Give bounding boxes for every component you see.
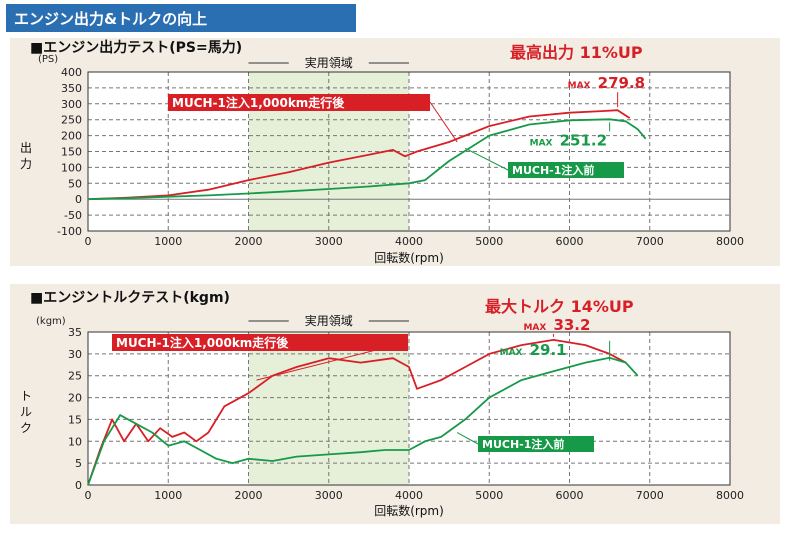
torque-max-value-1: 29.1	[530, 341, 567, 359]
power-xtick-label: 5000	[475, 235, 503, 248]
torque-before-label: MUCH-1注入前	[482, 437, 564, 451]
torque-xlabel: 回転数(rpm)	[374, 503, 444, 518]
power-headline: 最高出力 11%UP	[510, 43, 643, 62]
power-band-label-bg	[288, 53, 369, 69]
torque-xtick-label: 2000	[235, 489, 263, 502]
header-band	[6, 4, 356, 32]
power-y-unit: (PS)	[38, 54, 58, 65]
power-before-line	[87, 118, 647, 201]
power-ylabel-char: 出	[20, 141, 32, 155]
power-before-label-box	[508, 162, 624, 178]
power-max-value-1: 251.2	[560, 131, 607, 149]
power-ytick-label: 50	[68, 177, 82, 190]
torque-ytick-label: 10	[68, 435, 82, 448]
torque-before-leader	[456, 432, 479, 445]
power-ytick-label: 200	[61, 130, 82, 143]
torque-after-label-box	[112, 334, 408, 351]
power-ytick-label: 100	[61, 161, 82, 174]
torque-ytick-label: 0	[75, 479, 82, 492]
power-xtick-label: 6000	[556, 235, 584, 248]
torque-ytick-label: 15	[68, 413, 82, 426]
torque-before-label-box	[478, 436, 594, 452]
torque-ylabel-char: ト	[20, 389, 32, 403]
power-xtick-label: 8000	[716, 235, 744, 248]
torque-after-label: MUCH-1注入1,000km走行後	[116, 335, 289, 350]
torque-xtick-label: 6000	[556, 489, 584, 502]
torque-xtick-label: 3000	[315, 489, 343, 502]
torque-after-line	[87, 338, 627, 486]
power-ytick-label: 150	[61, 146, 82, 159]
power-xtick-label: 0	[85, 235, 92, 248]
power-after-label: MUCH-1注入1,000km走行後	[172, 95, 345, 110]
power-ytick-label: 0	[75, 193, 82, 206]
power-xtick-label: 2000	[235, 235, 263, 248]
torque-band-label: 実用領域	[305, 313, 353, 328]
power-xlabel: 回転数(rpm)	[374, 250, 444, 265]
torque-xtick-label: 5000	[475, 489, 503, 502]
torque-xtick-label: 4000	[395, 489, 423, 502]
torque-xtick-label: 1000	[154, 489, 182, 502]
torque-xtick-label: 8000	[716, 489, 744, 502]
power-after-label-box	[168, 94, 430, 111]
torque-max-prefix-0: MAX	[523, 323, 546, 333]
power-ytick-label: -100	[57, 225, 82, 238]
torque-ytick-label: 20	[68, 392, 82, 405]
torque-ytick-label: 5	[75, 457, 82, 470]
power-ytick-label: 250	[61, 114, 82, 127]
power-ytick-label: 350	[61, 82, 82, 95]
power-after-line	[87, 109, 631, 201]
power-after-leader	[429, 101, 458, 143]
power-xtick-label: 7000	[636, 235, 664, 248]
power-max-prefix-1: MAX	[530, 138, 553, 148]
power-ytick-label: 300	[61, 98, 82, 111]
torque-frame	[87, 331, 731, 486]
page-title: エンジン出力&トルクの向上	[14, 10, 208, 28]
power-before-label: MUCH-1注入前	[512, 163, 594, 177]
torque-before-line	[87, 356, 639, 486]
power-max-value-0: 279.8	[598, 74, 645, 92]
torque-ylabel-char: ル	[20, 405, 32, 419]
power-before-leader	[464, 147, 509, 171]
torque-xtick-label: 0	[85, 489, 92, 502]
power-max-prefix-0: MAX	[568, 81, 591, 91]
torque-max-prefix-1: MAX	[500, 348, 523, 358]
torque-xtick-label: 7000	[636, 489, 664, 502]
power-frame	[87, 71, 731, 232]
torque-headline: 最大トルク 14%UP	[485, 297, 634, 316]
torque-ytick-label: 25	[68, 370, 82, 383]
torque-chart-title: ■エンジントルクテスト(kgm)	[30, 290, 230, 306]
torque-max-value-0: 33.2	[553, 316, 590, 334]
torque-ytick-label: 35	[68, 326, 82, 339]
power-xtick-label: 1000	[154, 235, 182, 248]
power-band-label: 実用領域	[305, 55, 353, 70]
power-chart-title: ■エンジン出力テスト(PS=馬力)	[30, 39, 242, 56]
power-xtick-label: 4000	[395, 235, 423, 248]
power-ytick-label: -50	[64, 209, 82, 222]
torque-ylabel-char: ク	[20, 421, 32, 435]
torque-ytick-label: 30	[68, 348, 82, 361]
power-ytick-label: 400	[61, 66, 82, 79]
torque-band-label-bg	[288, 311, 369, 327]
power-ylabel-char: 力	[20, 157, 32, 171]
torque-y-unit: (kgm)	[36, 316, 66, 327]
power-xtick-label: 3000	[315, 235, 343, 248]
